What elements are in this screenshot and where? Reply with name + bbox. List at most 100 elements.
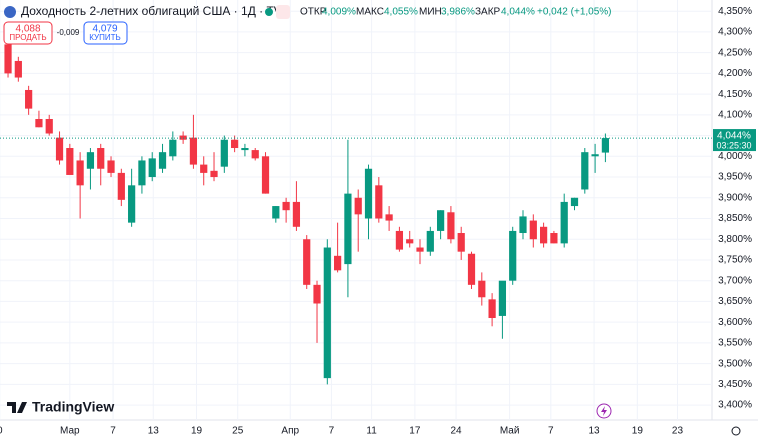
y-tick-label: 3,750% (718, 255, 752, 266)
x-tick-label: 13 (589, 426, 601, 437)
x-tick-label: Мар (60, 426, 80, 437)
candle-body (76, 160, 84, 186)
candle-body (519, 216, 527, 234)
candle-body (241, 148, 249, 151)
settings-icon[interactable] (731, 426, 741, 436)
x-tick-label: 7 (329, 426, 335, 437)
open-label: ОТКР (300, 7, 327, 18)
y-tick-label: 4,200% (718, 68, 752, 79)
brand: TradingView (7, 399, 114, 415)
y-tick-label: 3,950% (718, 172, 752, 183)
candle-body (395, 230, 404, 250)
candle-body (334, 255, 342, 271)
candle-body (117, 172, 125, 200)
candle-body (488, 299, 496, 319)
candle-body (220, 139, 228, 167)
candle-body (437, 210, 445, 231)
y-tick-label: 3,400% (718, 400, 752, 411)
candle-body (601, 138, 610, 153)
candle-body (55, 137, 64, 161)
open-value: 4,009% (322, 7, 356, 18)
high-label: МАКС (356, 7, 384, 18)
candle-body (210, 170, 218, 178)
candle-body (344, 193, 352, 265)
x-tick-label: 17 (409, 426, 421, 437)
buy-label: КУПИТЬ (89, 33, 120, 42)
buy-button[interactable] (83, 21, 128, 45)
high-value: 4,055% (384, 7, 418, 18)
candle-body (292, 201, 301, 227)
last-price-label: 4,044% (717, 131, 751, 142)
y-tick-label: 4,350% (718, 6, 752, 17)
candle-body (591, 154, 599, 157)
candle-body (4, 44, 12, 74)
chart-title: Доходность 2-летних облигаций США · 1Д ·… (21, 4, 291, 18)
y-tick-label: 4,100% (718, 109, 752, 120)
candle-body (303, 239, 311, 285)
x-tick-label: 19 (632, 426, 644, 437)
candle-body (25, 89, 33, 109)
candle-body (539, 226, 548, 244)
candle-body (66, 148, 74, 175)
close-value: 4,044% (501, 7, 535, 18)
candle-body (416, 247, 424, 252)
change-value: +0,042 (+1,05%) (537, 7, 612, 18)
candle-body (251, 150, 259, 159)
status-dot (265, 8, 273, 16)
x-tick-label: Апр (281, 426, 299, 437)
sell-label: ПРОДАТЬ (9, 33, 46, 42)
x-tick-label: 25 (232, 426, 244, 437)
candle-body (138, 160, 146, 186)
candle-body (14, 60, 22, 78)
trade-buttons: 4,088 ПРОДАТЬ -0,009 4,079 КУПИТЬ (3, 21, 128, 45)
candle-body (189, 137, 198, 165)
candle-body (45, 118, 53, 134)
candle-body (313, 284, 321, 304)
brand-name: TradingView (32, 399, 114, 415)
y-tick-label: 3,650% (718, 296, 752, 307)
candle-body (261, 156, 270, 194)
y-tick-label: 3,550% (718, 338, 752, 349)
candle-body (282, 201, 290, 211)
candle-body (169, 139, 177, 157)
candle-body (272, 206, 280, 219)
close-label: ЗАКР (475, 7, 501, 18)
x-tick-label: 19 (191, 426, 203, 437)
x-tick-label: 24 (450, 426, 462, 437)
candle-body (158, 152, 167, 169)
candle-body (570, 197, 579, 207)
candle-body (447, 212, 455, 240)
x-tick-label: Май (500, 426, 520, 437)
candle-body (478, 280, 486, 298)
brand-logo (7, 402, 27, 413)
y-tick-label: 4,000% (718, 151, 752, 162)
candle-body (426, 230, 434, 252)
lightning-icon (601, 406, 607, 416)
y-tick-label: 3,850% (718, 213, 752, 224)
candle-body (107, 160, 115, 173)
flag-icon (4, 6, 16, 18)
x-tick-label: 13 (148, 426, 160, 437)
sell-button[interactable] (3, 21, 53, 45)
candle-body (498, 280, 507, 316)
last-price-badge (713, 129, 756, 152)
candle-body (457, 233, 465, 252)
candle-body (97, 148, 105, 169)
candle-body (148, 158, 156, 178)
buy-price: 4,079 (92, 24, 117, 35)
sell-price: 4,088 (15, 24, 40, 35)
y-tick-label: 4,150% (718, 89, 752, 100)
y-tick-label: 3,600% (718, 317, 752, 328)
candle-body (364, 168, 373, 219)
y-tick-label: 3,500% (718, 358, 752, 369)
low-value: 3,986% (441, 7, 475, 18)
y-tick-label: 3,900% (718, 192, 752, 203)
x-tick-label: 11 (366, 426, 377, 437)
candle-body (354, 197, 362, 215)
candle-body (86, 152, 95, 169)
x-tick-label: 7 (548, 426, 554, 437)
y-tick-label: 3,450% (718, 379, 752, 390)
x-tick-label: 23 (672, 426, 684, 437)
low-label: МИН (419, 7, 442, 18)
